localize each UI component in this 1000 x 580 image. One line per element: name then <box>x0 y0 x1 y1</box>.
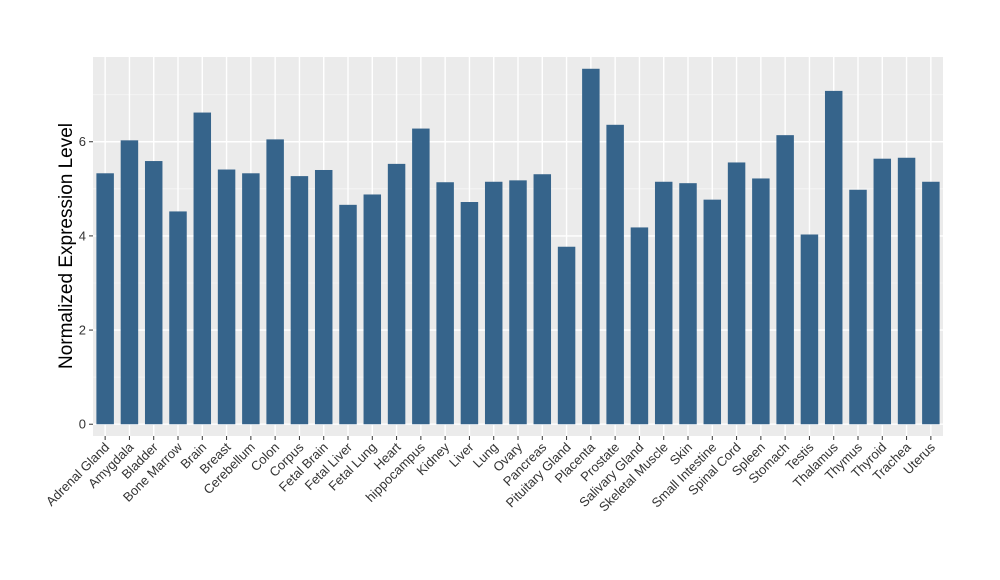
bar <box>144 161 163 425</box>
y-tick-label: 4 <box>79 228 86 243</box>
bar <box>873 158 892 425</box>
bar <box>193 112 212 425</box>
bar <box>436 182 454 425</box>
y-tick-label: 6 <box>79 134 86 149</box>
bar <box>849 189 867 425</box>
bar <box>314 169 333 425</box>
bar <box>412 128 430 425</box>
bar <box>484 181 503 425</box>
bar <box>752 178 770 425</box>
bar <box>387 163 406 425</box>
bar <box>242 173 260 425</box>
bar <box>606 124 624 425</box>
bar <box>922 181 940 425</box>
bar <box>509 180 527 425</box>
bar <box>217 169 236 425</box>
y-tick-label: 0 <box>79 417 86 432</box>
y-axis-title: Normalized Expression Level <box>56 123 77 369</box>
y-tick-label: 2 <box>79 323 86 338</box>
bar <box>339 204 357 425</box>
bar <box>557 246 576 425</box>
bars <box>96 68 940 425</box>
bar <box>727 162 746 425</box>
bar <box>654 181 673 425</box>
bar <box>776 135 794 425</box>
bar <box>533 174 552 425</box>
bar <box>460 202 479 425</box>
bar <box>824 90 843 425</box>
bar <box>363 194 382 425</box>
bar <box>96 173 114 425</box>
bar <box>120 140 139 425</box>
bar <box>266 139 284 425</box>
bar <box>897 157 916 425</box>
bar <box>582 68 600 425</box>
y-axis: 0 2 4 6 <box>79 134 93 432</box>
bar <box>703 199 722 425</box>
bar <box>630 227 649 425</box>
bar <box>290 176 309 425</box>
x-tick-label: Liver <box>446 439 477 470</box>
bar <box>679 183 697 425</box>
bar <box>800 234 819 425</box>
bar <box>169 211 187 425</box>
